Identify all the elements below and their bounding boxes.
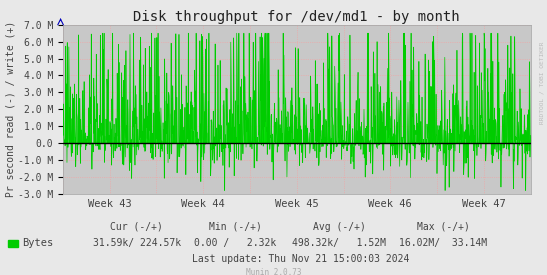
Text: 498.32k/   1.52M: 498.32k/ 1.52M [292,238,386,248]
Text: Avg (-/+): Avg (-/+) [313,222,365,232]
Text: Max (-/+): Max (-/+) [417,222,469,232]
Text: Cur (-/+): Cur (-/+) [110,222,163,232]
Text: 0.00 /   2.32k: 0.00 / 2.32k [194,238,276,248]
Text: Min (-/+): Min (-/+) [209,222,261,232]
Y-axis label: Pr second read (-) / write (+): Pr second read (-) / write (+) [5,21,15,197]
Text: RRDTOOL / TOBI OETIKER: RRDTOOL / TOBI OETIKER [539,41,544,124]
Text: 31.59k/ 224.57k: 31.59k/ 224.57k [92,238,181,248]
Text: Last update: Thu Nov 21 15:00:03 2024: Last update: Thu Nov 21 15:00:03 2024 [192,254,410,263]
Text: Munin 2.0.73: Munin 2.0.73 [246,268,301,275]
Text: Bytes: Bytes [22,238,54,248]
Title: Disk throughput for /dev/md1 - by month: Disk throughput for /dev/md1 - by month [133,10,460,24]
Text: 16.02M/  33.14M: 16.02M/ 33.14M [399,238,487,248]
